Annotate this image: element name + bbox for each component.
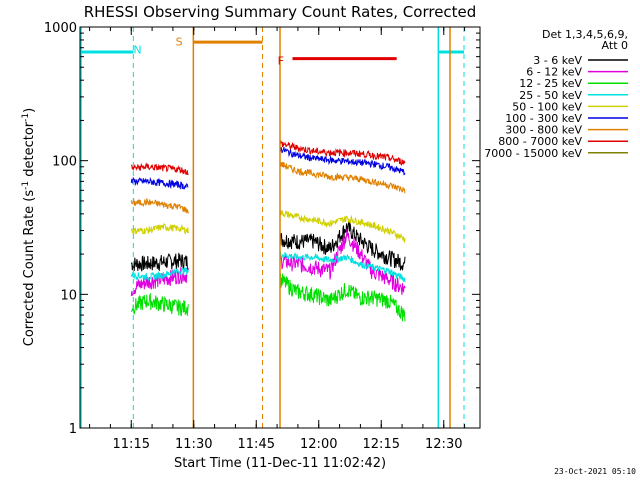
marker-label: F [278,55,284,68]
footer-timestamp: 23-Oct-2021 05:10 [554,467,636,476]
legend-label: 100 - 300 keV [505,112,582,125]
series-line-1-segment-2 [279,228,406,295]
series-line-2-segment-1 [130,292,189,317]
series-line-6-segment-2 [279,160,406,194]
series-line-7-segment-1 [130,162,189,176]
series-line-3-segment-1 [130,267,189,282]
legend-label: 6 - 12 keV [526,66,582,79]
x-axis-ticks: 11:15 11:30 11:45 12:00 12:15 12:30 [89,27,466,452]
y-axis-label: Corrected Count Rate (s-1 detector-1) [21,108,37,346]
legend-label: 50 - 100 keV [512,100,582,113]
legend-label: 3 - 6 keV [533,54,582,67]
y-tick-label: 1 [69,422,77,437]
legend-label: 800 - 7000 keV [498,135,582,148]
series-line-7-segment-2 [279,139,406,166]
series-line-5-segment-1 [130,176,189,190]
legend-header-line-1: Det 1,3,4,5,6,9, [542,28,628,41]
series-line-1-segment-1 [130,267,189,296]
x-tick-label: 12:15 [363,437,400,452]
legend-label: 25 - 50 keV [519,89,582,102]
x-tick-label: 12:30 [425,437,462,452]
series-line-0-segment-1 [130,252,189,272]
legend-label: 12 - 25 keV [519,77,582,90]
x-tick-label: 11:15 [113,437,150,452]
annotation-lines: N S F [80,27,465,428]
legend-label: 7000 - 15000 keV [484,147,582,160]
series-line-4-segment-2 [279,210,406,244]
y-tick-label: 1000 [44,21,77,36]
series-line-3-segment-2 [279,251,406,283]
y-tick-label: 10 [60,288,77,303]
series-layer [130,139,406,322]
marker-label: N [133,43,141,56]
y-tick-label: 100 [52,155,77,170]
series-line-4-segment-1 [130,223,189,236]
series-line-5-segment-2 [279,146,406,176]
y-axis-ticks: 1 10 100 1000 [44,21,480,437]
x-tick-label: 12:00 [300,437,337,452]
x-axis-label: Start Time (11-Dec-11 11:02:42) [174,456,386,471]
plot-frame [79,26,481,429]
legend-header-line-2: Att 0 [602,39,628,52]
series-line-2-segment-2 [279,273,406,322]
series-line-6-segment-1 [130,197,189,214]
x-tick-label: 11:30 [175,437,212,452]
chart-title: RHESSI Observing Summary Count Rates, Co… [84,3,477,21]
legend-label: 300 - 800 keV [505,124,582,137]
x-tick-label: 11:45 [238,437,275,452]
marker-label: S [176,35,183,48]
